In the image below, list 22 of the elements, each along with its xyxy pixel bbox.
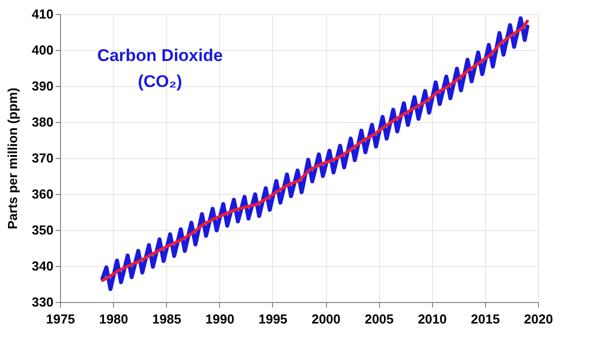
- x-tick-label: 1980: [99, 312, 128, 326]
- y-axis-title: Parts per million (ppm): [4, 88, 20, 230]
- y-tick-label: 330: [32, 294, 54, 310]
- y-tick-label: 350: [32, 222, 54, 238]
- y-tick-label: 360: [32, 186, 54, 202]
- x-tick-label: 2015: [470, 312, 500, 326]
- x-tick-label: 2010: [418, 312, 447, 326]
- x-tick-label: 2000: [312, 312, 341, 326]
- y-tick-label: 380: [32, 114, 54, 130]
- y-tick-label: 400: [32, 42, 54, 58]
- y-tick-label: 390: [32, 78, 54, 94]
- y-tick-label: 410: [32, 6, 54, 22]
- x-tick-label: 2005: [364, 312, 394, 326]
- annotation: (CO₂): [138, 72, 182, 91]
- annotation: Carbon Dioxide: [97, 46, 223, 65]
- x-tick-label: 1990: [205, 312, 234, 326]
- y-tick-label: 370: [32, 150, 54, 166]
- y-tick-label: 340: [32, 258, 54, 274]
- x-tick-label: 1975: [46, 312, 75, 326]
- x-tick-label: 2020: [524, 312, 553, 326]
- x-tick-label: 1995: [258, 312, 288, 326]
- x-tick-label: 1985: [152, 312, 182, 326]
